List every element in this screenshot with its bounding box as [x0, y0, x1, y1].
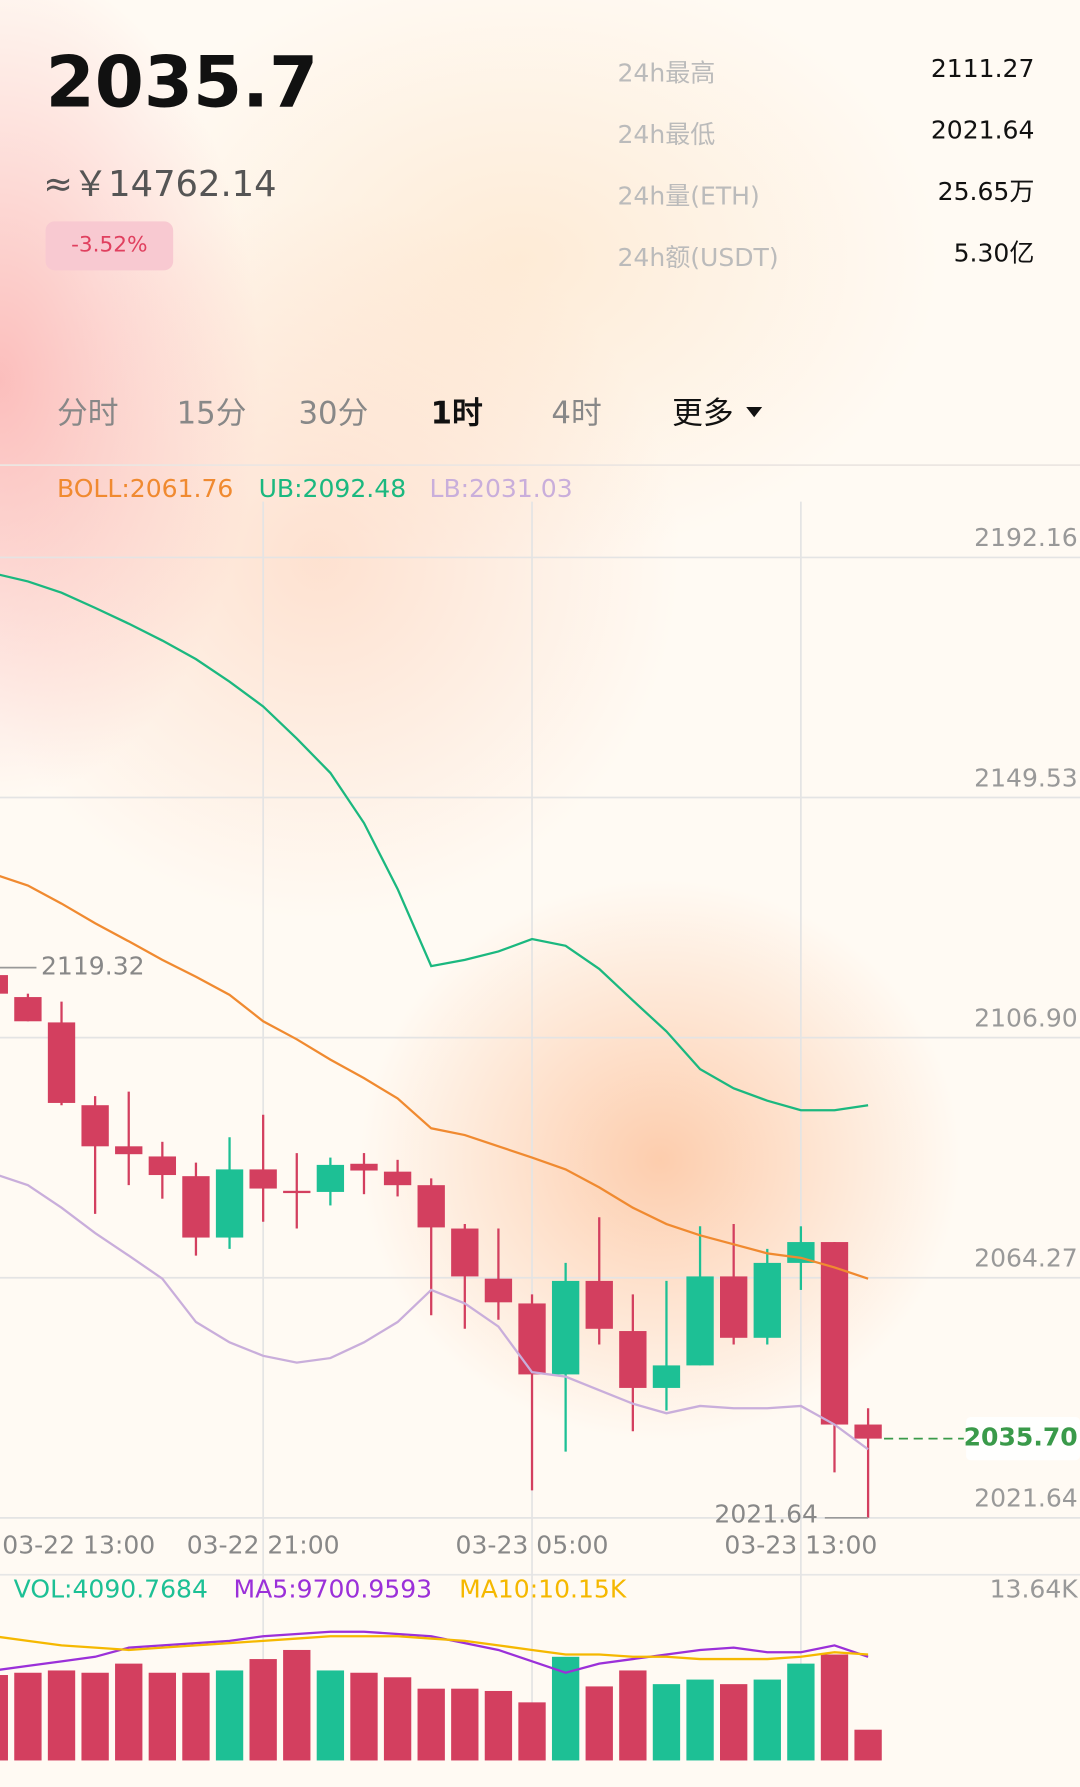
volume-bar	[854, 1729, 882, 1761]
candle-body	[753, 1262, 781, 1338]
timeframe-tab[interactable]: 更多	[672, 396, 734, 432]
volume-bar	[383, 1677, 412, 1761]
timeframe-tab[interactable]: 1时	[431, 396, 483, 432]
indicator-legend: BOLL:2061.76	[57, 474, 233, 503]
indicator-legend: LB:2031.03	[429, 474, 572, 503]
timeframe-tab[interactable]: 15分	[177, 396, 247, 432]
volume-bar	[787, 1663, 815, 1761]
timeframe-tab[interactable]: 4时	[551, 396, 601, 432]
volume-bar	[182, 1672, 210, 1761]
volume-ma-legend: MA10:10.15K	[459, 1575, 627, 1604]
candle-body	[215, 1169, 244, 1238]
candle-body	[81, 1105, 109, 1147]
volume-bar	[720, 1684, 748, 1761]
volume-bar	[417, 1688, 445, 1761]
volume-bar	[551, 1656, 580, 1761]
candle-body	[316, 1164, 345, 1192]
volume-bar	[148, 1672, 177, 1761]
candle-body	[383, 1171, 412, 1186]
stat-label: 24h最低	[617, 120, 715, 149]
volume-bar	[249, 1659, 277, 1761]
volume-bar	[283, 1649, 311, 1761]
boll-line	[0, 573, 869, 1112]
volume-bar	[316, 1670, 345, 1761]
candle-body	[148, 1156, 177, 1176]
x-tick-label: 03-22 21:00	[187, 1530, 340, 1559]
candle-body	[115, 1146, 143, 1155]
volume-bar	[47, 1670, 76, 1761]
boll-line	[0, 1174, 869, 1451]
change-badge	[45, 221, 174, 271]
volume-bar	[619, 1670, 647, 1761]
dropdown-arrow[interactable]	[746, 407, 763, 418]
last-price-label: 2035.70	[964, 1423, 1078, 1452]
timeframe-tab[interactable]: 30分	[298, 396, 368, 432]
volume-bar	[652, 1684, 681, 1761]
volume-ma-legend: MA5:9700.9593	[234, 1575, 433, 1604]
boll-line	[0, 874, 869, 1280]
stat-label: 24h量(ETH)	[617, 181, 759, 210]
volume-bar	[518, 1702, 546, 1761]
volume-bar	[585, 1686, 613, 1761]
y-tick-label: 2192.16	[974, 523, 1078, 552]
candle-body	[14, 997, 42, 1022]
candle-body	[585, 1280, 613, 1329]
timeframe-tab[interactable]: 分时	[57, 396, 119, 432]
stat-value: 2021.64	[931, 115, 1035, 144]
stat-value: 25.65万	[938, 177, 1035, 206]
x-tick-label: 03-23 13:00	[724, 1530, 877, 1559]
stat-label: 24h最高	[617, 58, 715, 87]
candle-body	[350, 1163, 378, 1171]
volume-legend: VOL:4090.7684	[14, 1575, 208, 1604]
candle-body	[417, 1185, 445, 1228]
stat-label: 24h额(USDT)	[617, 243, 778, 272]
candle-body	[820, 1242, 849, 1425]
candle-body	[619, 1331, 647, 1388]
volume-bar	[820, 1654, 849, 1761]
volume-bar	[215, 1670, 244, 1761]
volume-tick-label: 13.64K	[990, 1575, 1079, 1604]
candle-body	[182, 1176, 210, 1238]
volume-ma-line	[0, 1630, 869, 1674]
candle-body	[249, 1169, 277, 1189]
candle-body	[47, 1022, 76, 1103]
volume-bar	[115, 1663, 143, 1761]
volume-bar	[81, 1672, 109, 1761]
candle-body	[451, 1228, 479, 1277]
candle-body	[0, 975, 8, 994]
candle-body	[518, 1303, 546, 1375]
y-tick-label: 2021.64	[974, 1484, 1078, 1513]
x-tick-label: 03-22 13:00	[2, 1530, 155, 1559]
last-price-tag	[966, 1416, 1080, 1461]
stat-value: 2111.27	[931, 54, 1035, 83]
volume-bar	[484, 1690, 513, 1761]
y-tick-label: 2149.53	[974, 763, 1078, 792]
candle-body	[283, 1190, 311, 1194]
low-marker-label: 2021.64	[714, 1500, 818, 1529]
candle-body	[652, 1365, 681, 1388]
candle-body	[720, 1276, 748, 1338]
change: -3.52%	[71, 232, 148, 257]
candle-body	[484, 1278, 513, 1303]
volume-bar	[0, 1675, 8, 1761]
candle-body	[551, 1280, 580, 1375]
candle-body	[854, 1424, 882, 1439]
price: 2035.7	[46, 40, 319, 123]
volume-bar	[14, 1672, 42, 1761]
x-tick-label: 03-23 05:00	[456, 1530, 609, 1559]
volume-ma-line	[0, 1635, 869, 1661]
cny-price: ≈￥14762.14	[43, 164, 276, 205]
volume-bar	[753, 1679, 781, 1761]
volume-bar	[451, 1688, 479, 1761]
volume-bar	[350, 1672, 378, 1761]
y-tick-label: 2064.27	[974, 1243, 1078, 1272]
high-marker-label: 2119.32	[41, 952, 145, 981]
volume-bar	[686, 1679, 714, 1761]
stat-value: 5.30亿	[954, 238, 1035, 267]
y-tick-label: 2106.90	[974, 1003, 1078, 1032]
indicator-legend: UB:2092.48	[259, 474, 407, 503]
candle-body	[686, 1276, 714, 1366]
